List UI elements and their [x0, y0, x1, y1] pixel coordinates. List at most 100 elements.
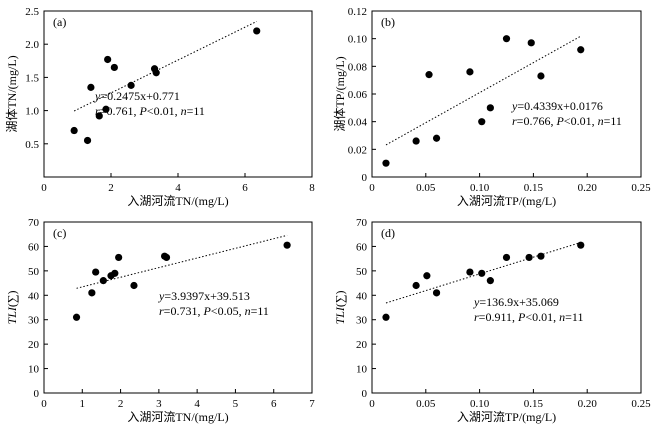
panel-label: (c) [53, 226, 66, 240]
y-tick-label: 10 [28, 364, 40, 376]
data-point [152, 69, 160, 77]
y-tick-label: 2.0 [25, 39, 39, 51]
panel-label: (b) [381, 15, 395, 29]
y-tick-label: 1.0 [25, 106, 39, 118]
y-tick-label: 1.5 [25, 72, 39, 84]
x-tick-label: 3 [156, 398, 162, 410]
data-point [412, 137, 420, 145]
y-tick-label: 40 [356, 290, 368, 302]
x-tick-label: 6 [242, 182, 248, 194]
regression-equation: y=3.9397x+39.513 [158, 289, 250, 303]
x-tick-label: 0.05 [416, 182, 436, 194]
y-tick-label: 30 [356, 315, 368, 327]
y-tick-label: 50 [28, 266, 40, 278]
y-tick-label: 60 [28, 241, 40, 253]
data-point [502, 35, 511, 43]
data-point [537, 252, 545, 260]
panel-label: (d) [381, 226, 395, 240]
data-point [87, 83, 95, 91]
trend-line [385, 35, 581, 146]
data-point [283, 241, 291, 249]
data-point [382, 313, 390, 321]
data-point [102, 105, 110, 113]
x-axis-label: 入湖河流TN/(mg/L) [127, 409, 228, 424]
data-point [92, 268, 100, 276]
plot-frame-d [371, 221, 642, 394]
data-point [502, 253, 511, 262]
data-point [95, 112, 103, 120]
x-tick-label: 0.15 [524, 182, 544, 194]
data-point [466, 268, 474, 276]
x-tick-label: 0 [369, 398, 375, 410]
data-point [253, 27, 261, 35]
x-tick-label: 0.20 [578, 182, 598, 194]
x-tick-label: 0.20 [578, 398, 598, 410]
data-point [130, 281, 138, 290]
y-tick-label: 10 [356, 364, 368, 376]
data-point [478, 118, 486, 126]
regression-stats: r=0.766, P<0.01, n=11 [512, 114, 622, 128]
y-tick-label: 0.08 [348, 61, 368, 73]
y-tick-label: 70 [356, 217, 368, 229]
x-tick-label: 6 [271, 398, 277, 410]
data-point [115, 253, 123, 262]
data-point [162, 253, 171, 262]
x-tick-label: 5 [233, 398, 239, 410]
x-tick-label: 7 [309, 398, 315, 410]
y-tick-label: 0.02 [348, 144, 367, 156]
x-tick-label: 2 [118, 398, 124, 410]
y-tick-label: 60 [356, 241, 368, 253]
data-point [70, 126, 78, 135]
data-point [432, 134, 441, 142]
x-axis-label: 入湖河流TP/(mg/L) [457, 409, 556, 424]
data-point [99, 277, 107, 285]
data-point [111, 269, 119, 277]
plot-frame-c [43, 221, 313, 394]
data-point [127, 81, 135, 89]
x-axis-label: 入湖河流TP/(mg/L) [457, 193, 556, 208]
x-axis-label: 入湖河流TN/(mg/L) [127, 193, 228, 208]
y-tick-label: 2.5 [25, 6, 39, 18]
x-tick-label: 4 [194, 398, 200, 410]
x-tick-label: 0 [41, 182, 47, 194]
x-tick-label: 1 [80, 398, 86, 410]
data-point [110, 63, 118, 72]
y-tick-label: 0.04 [348, 117, 368, 129]
data-point [83, 136, 92, 145]
x-tick-label: 0 [369, 182, 375, 194]
panel-c: 0 1 2 3 4 5 6 7010203040506070入湖河流TN/(mg/L)TLI(… [5, 217, 315, 424]
panel-d: 0 0.05 0.10 0.15 0.20 0.25 0 10 20 30 40 50 60 70 入湖河流… [333, 217, 651, 424]
y-tick-label: 0 [34, 388, 40, 400]
data-point [486, 277, 494, 285]
regression-equation: y=136.9x+35.069 [473, 295, 559, 309]
data-point [412, 281, 420, 290]
data-point [423, 272, 431, 280]
trend-line [76, 234, 288, 289]
x-tick-label: 2 [108, 182, 114, 194]
data-point [382, 159, 390, 167]
y-tick-label: 0.06 [348, 89, 368, 101]
regression-stats: r=0.761, P<0.01, n=11 [95, 104, 205, 118]
data-point [466, 68, 474, 76]
x-tick-label: 0.10 [470, 182, 490, 194]
data-point [537, 72, 545, 80]
regression-stats: r=0.731, P<0.05, n=11 [159, 304, 269, 318]
data-point [577, 241, 585, 249]
trend-line [73, 20, 257, 112]
y-axis-label: TLI(∑) [5, 291, 19, 325]
y-tick-label: 0 [362, 388, 368, 400]
data-point [432, 289, 441, 297]
x-tick-label: 0.25 [631, 182, 651, 194]
y-axis-label: 湖体TP/(mg/L) [332, 56, 347, 131]
x-tick-label: 8 [309, 182, 315, 194]
y-tick-label: 0 [362, 172, 368, 184]
x-tick-label: 0 [41, 398, 47, 410]
y-tick-label: 70 [28, 217, 40, 229]
y-tick-label: 50 [356, 266, 368, 278]
data-point [88, 289, 96, 297]
y-tick-label: 20 [28, 339, 40, 351]
panel-label: (a) [53, 15, 66, 29]
data-point [425, 71, 433, 79]
data-point [104, 55, 112, 64]
panel-a: 0 2 4 6 8 0.5 1.0 1.5 2.0 2.5 入湖河流TN/(mg/L) 湖体TN/(m… [4, 6, 315, 208]
